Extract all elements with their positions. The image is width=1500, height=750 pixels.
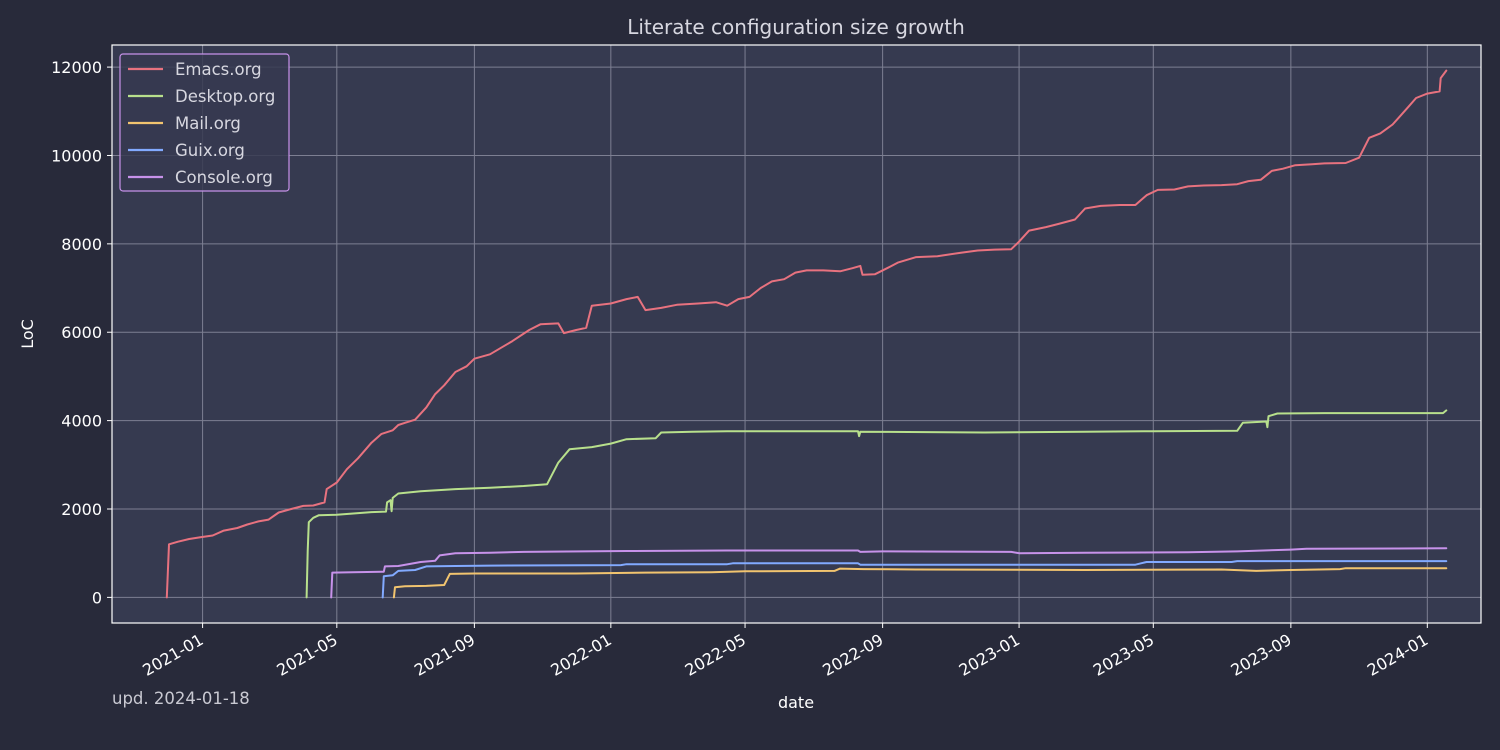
legend-label-emacs-org: Emacs.org (175, 60, 262, 79)
y-tick-label: 12000 (51, 58, 102, 77)
series-line-emacs-org (165, 69, 1448, 599)
x-tick-label: 2022-09 (819, 630, 886, 680)
series-line-mail-org (392, 567, 1448, 599)
x-tick-label: 2021-05 (273, 630, 340, 680)
y-tick-label: 8000 (61, 235, 102, 254)
y-axis-label: LoC (18, 319, 37, 349)
x-tick-label: 2022-05 (682, 630, 749, 680)
y-tick-label: 0 (92, 588, 102, 607)
x-tick-label: 2023-01 (956, 630, 1023, 680)
series-line-console-org (330, 547, 1448, 599)
grid-lines (112, 45, 1481, 623)
x-axis-label: date (778, 693, 814, 712)
legend-items: Emacs.org Desktop.org Mail.org Guix.org Cons… (128, 60, 275, 187)
y-tick-label: 4000 (61, 412, 102, 431)
x-tick-label: 2023-05 (1090, 630, 1157, 680)
series-layer (165, 69, 1448, 599)
plot-area (112, 45, 1481, 623)
series-line-guix-org (381, 560, 1448, 599)
y-tick-label: 6000 (61, 323, 102, 342)
legend-label-desktop-org: Desktop.org (175, 87, 275, 106)
legend-label-console-org: Console.org (175, 168, 273, 187)
legend-label-guix-org: Guix.org (175, 141, 245, 160)
series-line-desktop-org (305, 409, 1448, 599)
legend-label-mail-org: Mail.org (175, 114, 241, 133)
legend-box (119, 53, 290, 192)
x-tick-label: 2024-01 (1364, 630, 1431, 680)
x-tick-label: 2021-09 (411, 630, 478, 680)
update-date-label: upd. 2024-01-18 (112, 689, 250, 708)
x-tick-label: 2021-01 (139, 630, 206, 680)
plot-frame (111, 44, 1482, 624)
x-tick-label: 2023-09 (1227, 630, 1294, 680)
chart-title: Literate configuration size growth (627, 15, 965, 39)
x-tick-label: 2022-01 (547, 630, 614, 680)
legend: Emacs.org Desktop.org Mail.org Guix.org Cons… (119, 53, 290, 192)
y-tick-label: 10000 (51, 146, 102, 165)
y-tick-label: 2000 (61, 500, 102, 519)
